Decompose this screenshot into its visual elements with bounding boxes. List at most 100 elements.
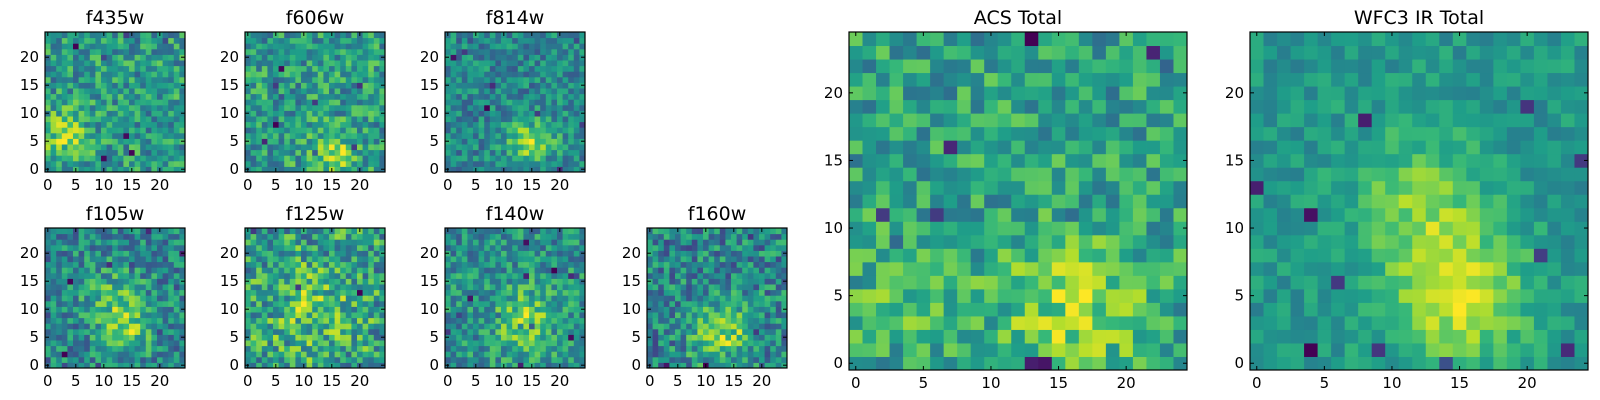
heatmap-cell <box>61 351 68 358</box>
heatmap-cell <box>73 127 80 134</box>
heatmap-cell <box>534 110 541 117</box>
heatmap-cell <box>357 76 364 83</box>
heatmap-cell <box>134 88 141 95</box>
heatmap-cell <box>289 138 296 145</box>
heatmap-cell <box>747 328 754 335</box>
heatmap-cell <box>1146 234 1161 249</box>
heatmap-cell <box>306 127 313 134</box>
heatmap-cell <box>284 32 291 39</box>
heatmap-cell <box>849 207 864 222</box>
heatmap-cell <box>340 43 347 50</box>
heatmap-cell <box>134 121 141 128</box>
heatmap-cell <box>652 334 659 341</box>
heatmap-cell <box>373 82 380 89</box>
heatmap-cell <box>545 300 552 307</box>
heatmap-cell <box>329 71 336 78</box>
heatmap-cell <box>357 317 364 324</box>
heatmap-cell <box>517 340 524 347</box>
heatmap-cell <box>112 334 119 341</box>
heatmap-cell <box>140 88 147 95</box>
heatmap-cell <box>484 116 491 123</box>
heatmap-cell <box>329 328 336 335</box>
heatmap-cell <box>450 110 457 117</box>
heatmap-cell <box>876 356 891 371</box>
heatmap-cell <box>512 93 519 100</box>
heatmap-cell <box>278 312 285 319</box>
heatmap-cell <box>295 284 302 291</box>
heatmap-cell <box>50 93 57 100</box>
heatmap-cell <box>345 160 352 167</box>
heatmap-cell <box>551 261 558 268</box>
panel-title: f606w <box>286 7 345 29</box>
heatmap-cell <box>168 334 175 341</box>
heatmap-cell <box>523 48 530 55</box>
heatmap-cell <box>73 295 80 302</box>
heatmap-cell <box>340 256 347 263</box>
heatmap-cell <box>267 155 274 162</box>
heatmap-cell <box>106 334 113 341</box>
heatmap-cell <box>301 334 308 341</box>
heatmap-cell <box>1065 342 1080 357</box>
heatmap-cell <box>450 345 457 352</box>
heatmap-cell <box>145 99 152 106</box>
heatmap-cell <box>1146 275 1161 290</box>
heatmap-cell <box>78 160 85 167</box>
heatmap-cell <box>289 48 296 55</box>
heatmap-cell <box>373 43 380 50</box>
heatmap-cell <box>129 54 136 61</box>
heatmap-cell <box>1051 315 1066 330</box>
heatmap-cell <box>140 132 147 139</box>
panel-title: f814w <box>486 7 545 29</box>
heatmap-cell <box>557 48 564 55</box>
heatmap-cell <box>317 138 324 145</box>
heatmap-cell <box>517 71 524 78</box>
heatmap-cell <box>334 166 341 173</box>
heatmap-cell <box>1038 180 1053 195</box>
heatmap-cell <box>764 334 771 341</box>
heatmap-cell <box>456 138 463 145</box>
heatmap-cell <box>669 300 676 307</box>
heatmap-cell <box>759 239 766 246</box>
heatmap-cell <box>140 233 147 240</box>
heatmap-cell <box>658 356 665 363</box>
heatmap-cell <box>725 239 732 246</box>
heatmap-cell <box>317 233 324 240</box>
heatmap-cell <box>267 306 274 313</box>
heatmap-cell <box>675 323 682 330</box>
heatmap-cell <box>557 60 564 67</box>
heatmap-cell <box>284 278 291 285</box>
heatmap-cell <box>461 71 468 78</box>
heatmap-cell <box>736 317 743 324</box>
heatmap-cell <box>250 312 257 319</box>
heatmap-cell <box>78 149 85 156</box>
heatmap-cell <box>484 37 491 44</box>
heatmap-cell <box>557 334 564 341</box>
heatmap-cell <box>89 312 96 319</box>
heatmap-cell <box>312 149 319 156</box>
heatmap-cell <box>368 37 375 44</box>
heatmap-cell <box>145 261 152 268</box>
heatmap-cell <box>997 207 1012 222</box>
heatmap-cell <box>1092 261 1107 276</box>
heatmap-cell <box>312 233 319 240</box>
heatmap-cell <box>129 233 136 240</box>
heatmap-cell <box>117 284 124 291</box>
heatmap-cell <box>84 127 91 134</box>
heatmap-cell <box>334 267 341 274</box>
heatmap-cell <box>545 32 552 39</box>
heatmap-cell <box>50 149 57 156</box>
heatmap-cell <box>686 261 693 268</box>
heatmap-cell <box>540 82 547 89</box>
heatmap-cell <box>686 328 693 335</box>
heatmap-cell <box>73 104 80 111</box>
heatmap-cell <box>78 104 85 111</box>
heatmap-cell <box>334 289 341 296</box>
heatmap-cell <box>312 121 319 128</box>
heatmap-cell <box>517 261 524 268</box>
heatmap-cell <box>663 284 670 291</box>
heatmap-cell <box>540 166 547 173</box>
heatmap-cell <box>957 248 972 263</box>
heatmap-cell <box>179 144 186 151</box>
heatmap-cell <box>943 167 958 182</box>
heatmap-cell <box>323 340 330 347</box>
